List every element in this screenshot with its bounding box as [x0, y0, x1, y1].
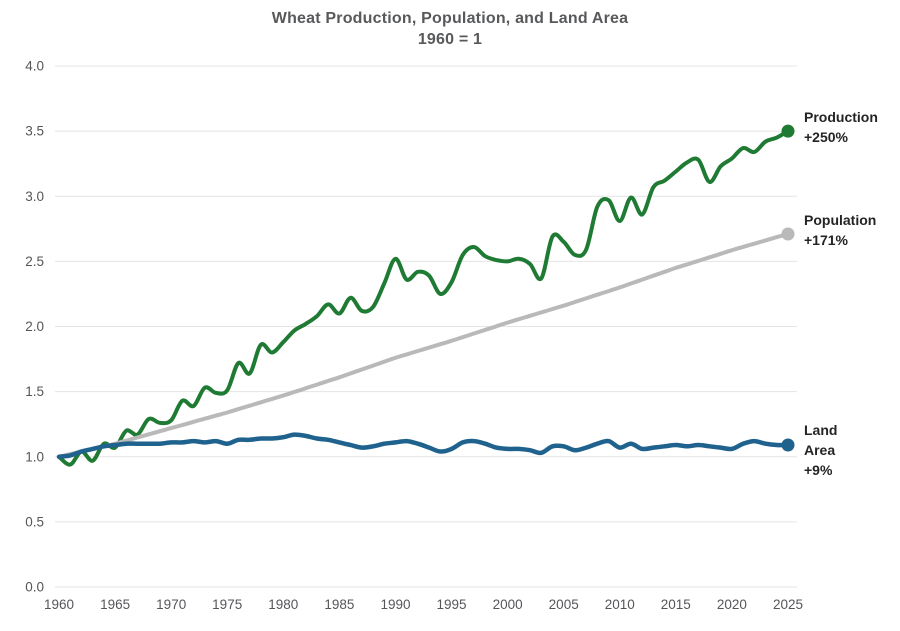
production-line — [57, 129, 790, 467]
production-end-label-name: Production — [804, 109, 878, 125]
production-end-label-pct: +250% — [804, 129, 848, 145]
land-area-end-label-pct: +9% — [804, 462, 833, 478]
y-tick-label: 1.0 — [25, 449, 44, 464]
y-tick-label: 4.0 — [25, 59, 44, 74]
population-line — [57, 232, 790, 459]
population-end-label-pct: +171% — [804, 232, 848, 248]
y-tick-label: 2.0 — [25, 319, 44, 334]
y-tick-label: 1.5 — [25, 384, 44, 399]
y-tick-label: 0.5 — [25, 514, 44, 529]
y-tick-label: 0.0 — [25, 580, 44, 595]
land-area-endpoint-dot — [781, 438, 795, 452]
y-tick-label: 2.5 — [25, 254, 44, 269]
x-tick-label: 2000 — [493, 597, 523, 612]
x-tick-label: 1960 — [44, 597, 74, 612]
population-endpoint-dot — [781, 227, 795, 241]
y-tick-label: 3.5 — [25, 124, 44, 139]
x-tick-label: 1980 — [268, 597, 298, 612]
x-tick-label: 1990 — [380, 597, 410, 612]
production-endpoint-dot — [781, 124, 795, 138]
land-area-line — [56, 432, 791, 460]
x-tick-label: 2010 — [605, 597, 635, 612]
y-tick-label: 3.0 — [25, 189, 44, 204]
production-end-label: Production +250% — [804, 107, 878, 147]
x-tick-label: 1985 — [324, 597, 354, 612]
land-area-end-label: Land Area +9% — [804, 420, 837, 480]
population-end-label-name: Population — [804, 212, 877, 228]
x-tick-label: 1970 — [156, 597, 186, 612]
land-area-end-label-name2: Area — [804, 442, 836, 458]
x-tick-label: 2005 — [549, 597, 579, 612]
x-tick-label: 1995 — [436, 597, 466, 612]
x-tick-label: 2015 — [661, 597, 691, 612]
population-end-label: Population +171% — [804, 210, 876, 250]
x-tick-label: 1965 — [100, 597, 130, 612]
x-tick-label: 1975 — [212, 597, 242, 612]
land-area-end-label-name1: Land — [804, 422, 838, 438]
chart-title: Wheat Production, Population, and Land A… — [271, 10, 629, 27]
chart-header: Wheat Production, Population, and Land A… — [0, 8, 900, 50]
x-tick-label: 2025 — [773, 597, 803, 612]
x-tick-label: 2020 — [717, 597, 747, 612]
chart-subtitle: 1960 = 1 — [417, 31, 483, 48]
